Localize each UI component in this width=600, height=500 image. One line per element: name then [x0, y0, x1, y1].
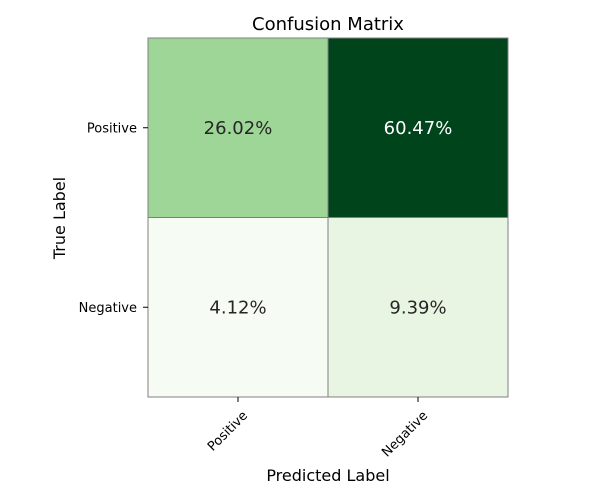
x-tick-label-positive: Positive — [205, 408, 251, 454]
y-axis-label: True Label — [50, 177, 69, 260]
cell-value-label-positive-negative: 60.47% — [384, 118, 453, 139]
y-tick-label-positive: Positive — [87, 121, 137, 136]
cell-value-label-negative-positive: 4.12% — [209, 297, 266, 318]
heatmap-cells — [147, 37, 509, 398]
y-tick-label-negative: Negative — [79, 301, 137, 316]
heatmap-cell-negative-positive — [147, 217, 329, 398]
heatmap-cell-negative-negative — [327, 217, 509, 398]
y-axis-ticks: Positive Negative — [79, 121, 148, 316]
x-tick-label-negative: Negative — [379, 408, 431, 460]
x-axis-ticks: Positive Negative — [205, 397, 431, 460]
heatmap-cell-positive-positive — [147, 37, 329, 218]
cell-value-label-positive-positive: 26.02% — [204, 118, 273, 139]
x-axis-label: Predicted Label — [266, 466, 389, 485]
heatmap-cell-positive-negative — [327, 37, 509, 218]
chart-title: Confusion Matrix — [252, 14, 404, 35]
cell-value-label-negative-negative: 9.39% — [389, 297, 446, 318]
heatmap-cell-labels: 26.02% 60.47% 4.12% 9.39% — [204, 118, 453, 319]
